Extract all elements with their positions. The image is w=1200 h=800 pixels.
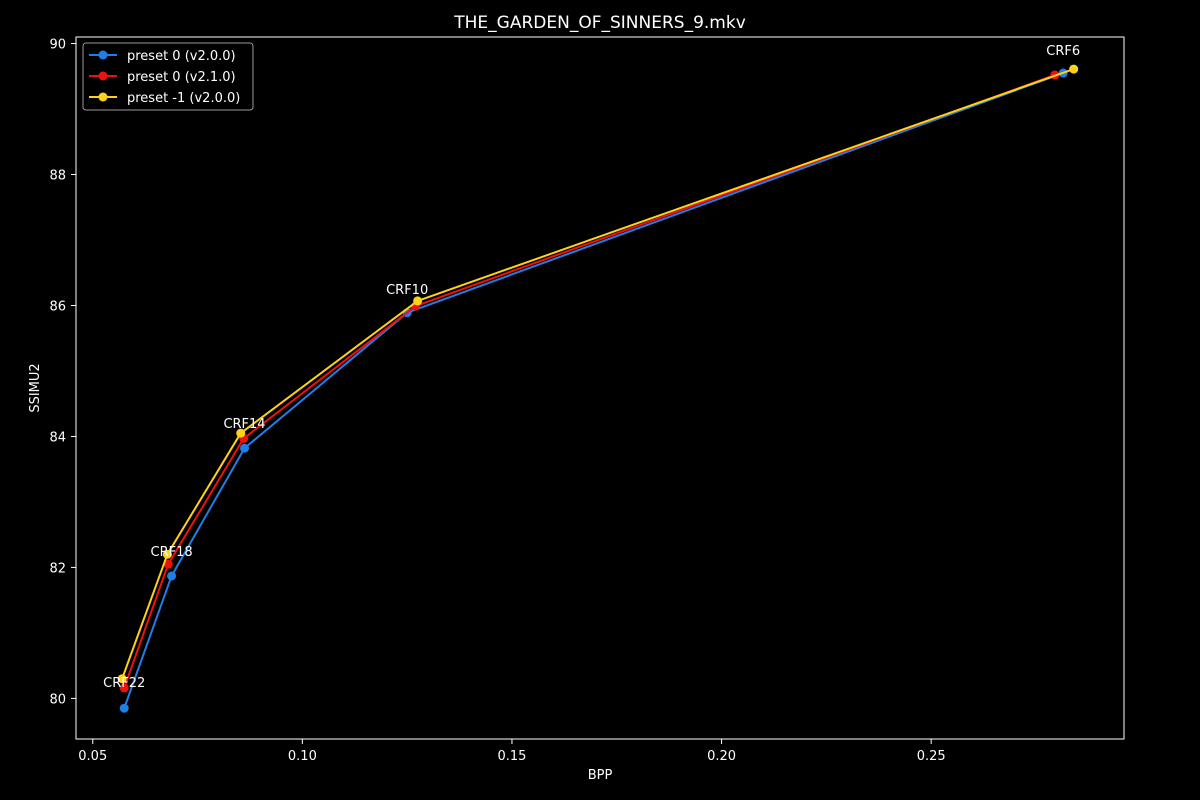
data-point [163,559,173,569]
legend-marker [98,92,108,102]
legend-marker [98,50,108,60]
legend-label: preset 0 (v2.0.0) [127,49,236,64]
y-tick-label: 80 [49,692,66,707]
x-axis-label: BPP [588,768,613,783]
legend-label: preset 0 (v2.1.0) [127,70,236,85]
series-2 [117,64,1079,684]
legend-marker [98,71,108,81]
crf-annotation: CRF6 [1046,44,1080,59]
data-point [119,683,129,693]
series-layer [117,64,1079,713]
data-point [1069,64,1079,74]
crf-annotation: CRF22 [103,676,145,691]
data-point [240,443,250,453]
legend: preset 0 (v2.0.0) preset 0 (v2.1.0) preset… [82,42,254,111]
crf-annotation: CRF10 [386,283,428,298]
data-point [162,549,172,559]
x-tick-label: 0.25 [917,749,946,764]
legend-entry: preset 0 (v2.0.0) [89,49,236,64]
plot-area-frame [75,36,1125,740]
y-axis: 80 82 84 86 88 90 [49,38,76,707]
x-tick-label: 0.10 [288,749,317,764]
legend-entry: preset -1 (v2.0.0) [89,91,240,106]
crf-annotation: CRF18 [151,545,193,560]
y-axis-label: SSIMU2 [28,363,43,412]
y-tick-label: 90 [49,38,66,53]
data-point [119,703,129,713]
legend-entry: preset 0 (v2.1.0) [89,70,236,85]
data-point [236,428,246,438]
crf-annotation: CRF14 [223,417,265,432]
x-tick-label: 0.20 [707,749,736,764]
data-point [167,571,177,581]
x-tick-label: 0.05 [78,749,107,764]
y-tick-label: 84 [49,430,66,445]
y-tick-label: 86 [49,299,66,314]
legend-frame [82,42,254,111]
y-tick-label: 82 [49,561,66,576]
legend-label: preset -1 (v2.0.0) [127,91,240,106]
annotations: CRF22 CRF18 CRF14 CRF10 CRF6 [103,44,1080,691]
x-tick-label: 0.15 [497,749,526,764]
data-point [413,296,423,306]
data-point [117,674,127,684]
chart-title: THE_GARDEN_OF_SINNERS_9.mkv [453,13,746,33]
y-tick-label: 88 [49,169,66,184]
x-axis: 0.05 0.10 0.15 0.20 0.25 [78,739,946,764]
